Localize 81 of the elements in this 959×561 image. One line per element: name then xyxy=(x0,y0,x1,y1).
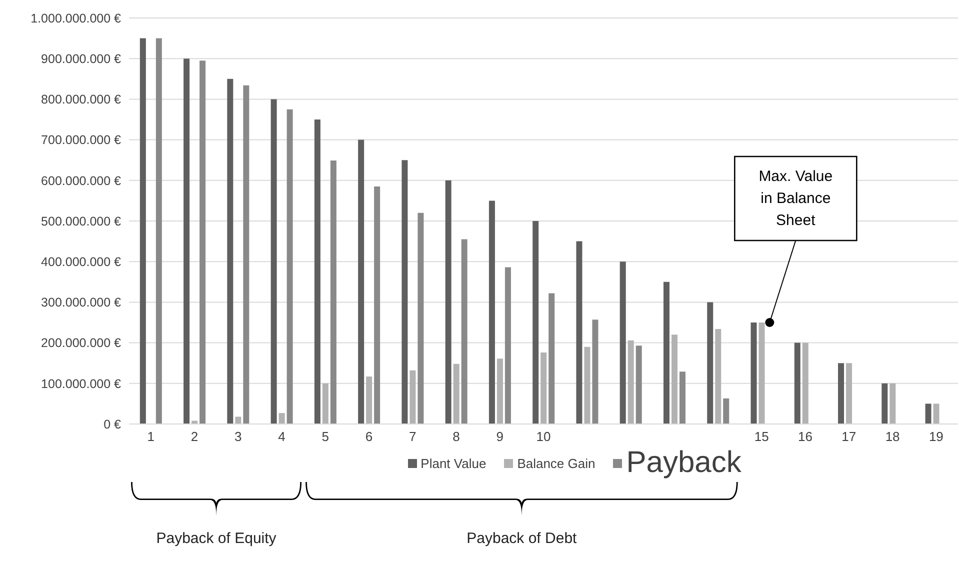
bar xyxy=(750,322,757,424)
legend-label: Payback xyxy=(625,446,742,480)
bar xyxy=(270,99,277,424)
bar xyxy=(461,239,468,424)
bar xyxy=(322,383,328,424)
bar xyxy=(794,342,800,424)
bar xyxy=(278,413,285,424)
bar xyxy=(227,78,234,424)
x-tick-label: 15 xyxy=(754,429,769,444)
bar xyxy=(243,85,250,424)
x-tick-label: 7 xyxy=(408,429,416,444)
bar xyxy=(156,38,162,424)
bar xyxy=(620,262,626,424)
bar xyxy=(576,241,582,424)
bar xyxy=(679,372,686,424)
x-tick-label: 10 xyxy=(536,429,551,444)
bar xyxy=(584,346,590,424)
bar xyxy=(707,302,714,424)
bar xyxy=(882,383,888,424)
x-tick-label: 2 xyxy=(190,429,198,444)
y-tick-label: 800.000.000 € xyxy=(41,92,122,107)
bar xyxy=(358,140,364,424)
bar xyxy=(540,352,547,424)
y-tick-label: 700.000.000 € xyxy=(41,133,122,148)
bar xyxy=(445,180,452,424)
bar xyxy=(532,221,539,424)
y-tick-label: 900.000.000 € xyxy=(41,52,122,66)
bar xyxy=(548,293,555,424)
text: Payback of Debt xyxy=(466,530,578,547)
x-tick-label: 17 xyxy=(842,429,856,444)
bar xyxy=(410,370,416,424)
x-tick-label: 5 xyxy=(322,429,329,444)
y-tick-label: 500.000.000 € xyxy=(41,214,122,228)
bar xyxy=(366,376,372,424)
bar xyxy=(488,200,495,424)
y-tick-label: 400.000.000 € xyxy=(41,255,122,270)
y-tick-label: 200.000.000 € xyxy=(41,336,122,350)
bar xyxy=(663,282,670,424)
x-tick-label: 6 xyxy=(365,429,373,444)
bar xyxy=(838,363,844,424)
bar xyxy=(846,363,852,424)
bar xyxy=(925,404,932,424)
bar xyxy=(286,109,293,424)
y-tick-label: 100.000.000 € xyxy=(41,376,122,391)
y-tick-label: 0 € xyxy=(104,417,122,432)
bar xyxy=(402,160,408,424)
bar xyxy=(592,320,598,424)
y-tick-label: 300.000.000 € xyxy=(41,296,122,310)
x-tick-label: 3 xyxy=(234,429,242,444)
bar xyxy=(140,38,146,424)
bar xyxy=(200,60,206,424)
bar xyxy=(933,404,940,424)
bar xyxy=(314,120,320,424)
x-tick-label: 18 xyxy=(885,429,900,444)
x-tick-label: 19 xyxy=(928,429,944,444)
legend-label: Plant Value xyxy=(420,456,486,470)
bar xyxy=(374,186,380,424)
legend-label: Balance Gain xyxy=(516,456,596,470)
bar xyxy=(671,334,678,424)
x-tick-label: 16 xyxy=(798,429,813,444)
bar xyxy=(802,342,808,424)
x-tick-label: 8 xyxy=(452,429,460,444)
bar xyxy=(453,364,460,424)
bar xyxy=(636,346,642,424)
bar xyxy=(890,383,896,424)
bar xyxy=(758,322,765,424)
bar xyxy=(418,212,424,424)
bar xyxy=(723,398,730,424)
bar xyxy=(496,358,503,424)
bar xyxy=(628,340,634,424)
x-tick-label: 4 xyxy=(278,429,286,444)
bar xyxy=(715,328,722,424)
x-tick-label: 1 xyxy=(147,429,154,444)
bar xyxy=(330,160,336,424)
bar xyxy=(504,267,511,424)
bar xyxy=(235,416,242,424)
y-tick-label: 600.000.000 € xyxy=(41,174,122,188)
y-tick-label: 1.000.000.000 € xyxy=(30,11,122,26)
bar xyxy=(184,58,190,424)
x-tick-label: 9 xyxy=(496,429,504,444)
text: Payback of Equity xyxy=(156,530,277,547)
